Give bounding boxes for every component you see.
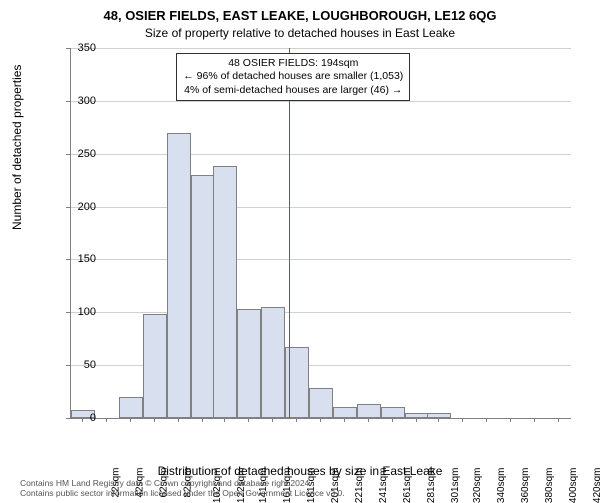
x-tick-mark <box>154 418 155 422</box>
histogram-bar <box>119 397 143 418</box>
x-tick-mark <box>202 418 203 422</box>
annotation-box: 48 OSIER FIELDS: 194sqm← 96% of detached… <box>176 53 410 100</box>
x-tick-mark <box>248 418 249 422</box>
y-tick-label: 200 <box>56 201 96 213</box>
chart-container: 48, OSIER FIELDS, EAST LEAKE, LOUGHBOROU… <box>0 0 600 500</box>
attribution-footer: Contains HM Land Registry data © Crown c… <box>20 479 580 498</box>
histogram-bar <box>309 388 333 418</box>
y-tick-label: 150 <box>56 253 96 265</box>
x-tick-mark <box>368 418 369 422</box>
x-tick-mark <box>178 418 179 422</box>
gridline <box>71 101 571 102</box>
gridline <box>71 48 571 49</box>
y-tick-mark <box>66 154 70 155</box>
footer-line2: Contains public sector information licen… <box>20 489 580 498</box>
title-main: 48, OSIER FIELDS, EAST LEAKE, LOUGHBOROU… <box>0 8 600 23</box>
anno-line: ← 96% of detached houses are smaller (1,… <box>183 70 403 83</box>
plot-area: 48 OSIER FIELDS: 194sqm← 96% of detached… <box>70 48 571 419</box>
histogram-bar <box>213 166 237 418</box>
histogram-bar <box>237 309 261 418</box>
gridline <box>71 259 571 260</box>
x-tick-mark <box>344 418 345 422</box>
histogram-bar <box>333 407 357 418</box>
y-tick-label: 50 <box>56 359 96 371</box>
x-axis-label: Distribution of detached houses by size … <box>0 464 600 478</box>
gridline <box>71 207 571 208</box>
histogram-bar <box>427 413 451 418</box>
x-tick-mark <box>438 418 439 422</box>
histogram-bar <box>381 407 405 418</box>
y-tick-mark <box>66 101 70 102</box>
x-tick-mark <box>486 418 487 422</box>
y-tick-label: 300 <box>56 95 96 107</box>
x-tick-mark <box>130 418 131 422</box>
x-tick-mark <box>272 418 273 422</box>
y-tick-mark <box>66 48 70 49</box>
y-tick-label: 250 <box>56 148 96 160</box>
reference-line <box>289 48 290 418</box>
x-tick-mark <box>462 418 463 422</box>
title-sub: Size of property relative to detached ho… <box>0 26 600 40</box>
y-tick-label: 350 <box>56 42 96 54</box>
histogram-bar <box>143 314 167 418</box>
anno-line: 4% of semi-detached houses are larger (4… <box>183 84 403 97</box>
y-tick-label: 100 <box>56 306 96 318</box>
y-tick-label: 0 <box>56 412 96 424</box>
y-tick-mark <box>66 418 70 419</box>
x-tick-mark <box>320 418 321 422</box>
gridline <box>71 312 571 313</box>
anno-line: 48 OSIER FIELDS: 194sqm <box>183 57 403 70</box>
y-tick-mark <box>66 207 70 208</box>
x-tick-mark <box>510 418 511 422</box>
histogram-bar <box>261 307 285 418</box>
y-tick-mark <box>66 312 70 313</box>
y-tick-mark <box>66 365 70 366</box>
x-tick-mark <box>82 418 83 422</box>
x-tick-mark <box>534 418 535 422</box>
y-tick-mark <box>66 259 70 260</box>
x-tick-mark <box>106 418 107 422</box>
y-axis-label: Number of detached properties <box>10 65 24 230</box>
gridline <box>71 154 571 155</box>
x-tick-mark <box>296 418 297 422</box>
x-tick-mark <box>416 418 417 422</box>
histogram-bar <box>357 404 381 418</box>
x-tick-mark <box>224 418 225 422</box>
x-tick-mark <box>392 418 393 422</box>
histogram-bar <box>191 175 215 418</box>
x-tick-mark <box>558 418 559 422</box>
histogram-bar <box>167 133 191 418</box>
